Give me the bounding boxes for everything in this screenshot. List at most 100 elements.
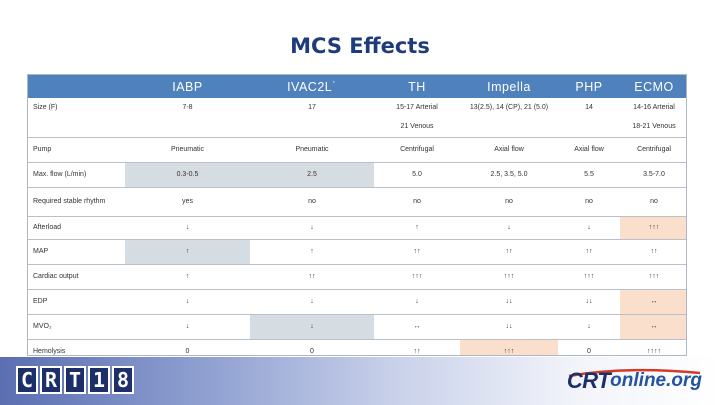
- table-cell: 7-8: [182, 103, 193, 111]
- table-row: Hemolysis 0 0 ↑↑ ↑↑↑ 0 ↑↑↑↑: [28, 339, 686, 355]
- table-cell: ↔: [620, 289, 686, 315]
- row-label: Afterload: [28, 216, 125, 240]
- mcs-effects-table: IABP IVAC2L˙ TH Impella PHP ECMO Size (F…: [27, 74, 687, 356]
- table-cell: no: [250, 187, 374, 217]
- table-cell: 0: [587, 347, 591, 355]
- table-cell: [460, 118, 558, 138]
- table-cell: Centrifugal: [620, 137, 686, 163]
- table-cell: 5.0: [374, 162, 460, 188]
- table-cell: 2.5, 3.5, 5.0: [460, 162, 558, 188]
- logo-letter: R: [40, 366, 62, 394]
- row-label: Cardiac output: [28, 264, 125, 290]
- crtonline-logo-main: CRT: [566, 368, 611, 393]
- header-th: TH: [374, 75, 460, 98]
- table-cell: [558, 118, 620, 138]
- table-cell: ↓: [460, 216, 558, 240]
- table-cell: no: [374, 187, 460, 217]
- table-cell: [125, 118, 250, 138]
- table-cell: 17: [308, 103, 316, 111]
- logo-letter: T: [64, 366, 86, 394]
- header-impella: Impella: [460, 75, 558, 98]
- crtonline-logo-rest: online.org: [610, 370, 702, 391]
- table-cell: ↑↑: [250, 264, 374, 290]
- table-row: EDP ↓ ↓ ↓ ↓↓ ↓↓ ↔: [28, 289, 686, 315]
- crtonline-logo: CRT online.org: [567, 366, 702, 396]
- table-cell: 0: [310, 347, 314, 355]
- table-cell: ↓: [250, 314, 374, 340]
- logo-letter: 1: [88, 366, 110, 394]
- row-label: Required stable rhythm: [28, 187, 125, 217]
- crt18-logo: C R T 1 8: [16, 366, 136, 396]
- table-row: 21 Venous 18-21 Venous: [28, 118, 686, 138]
- table-cell: ↑↑↑: [460, 264, 558, 290]
- table-cell: 0.3-0.5: [125, 162, 250, 188]
- slide-title: MCS Effects: [290, 34, 430, 58]
- table-cell: 18-21 Venous: [620, 118, 686, 138]
- table-cell: ↓: [125, 216, 250, 240]
- row-label: MVO₂: [28, 314, 125, 340]
- logo-letter: 8: [112, 366, 134, 394]
- table-cell: Centrifugal: [374, 137, 460, 163]
- header-ecmo: ECMO: [620, 75, 686, 98]
- table-cell: Pneumatic: [250, 137, 374, 163]
- table-cell: ↑↑↑: [460, 339, 558, 355]
- table-cell: no: [620, 187, 686, 217]
- header-php: PHP: [558, 75, 620, 98]
- table-row: MVO₂ ↓ ↓ ↔ ↓↓ ↓ ↔: [28, 314, 686, 340]
- table-cell: ↔: [374, 314, 460, 340]
- table-row: Cardiac output ↑ ↑↑ ↑↑↑ ↑↑↑ ↑↑↑ ↑↑↑: [28, 264, 686, 290]
- table-cell: ↑↑↑: [374, 264, 460, 290]
- table-cell: ↑↑↑: [558, 264, 620, 290]
- table-cell: 0: [185, 347, 190, 355]
- table-cell: ↑↑↑: [620, 264, 686, 290]
- table-cell: ↑: [374, 216, 460, 240]
- footer-banner: C R T 1 8 CRT online.org: [0, 357, 720, 405]
- table-cell: 2.5: [250, 162, 374, 188]
- table-cell: 13(2.5), 14 (CP), 21 (5.0): [469, 103, 549, 111]
- table-row: Pump Pneumatic Pneumatic Centrifugal Axi…: [28, 137, 686, 163]
- table-cell: 15-17 Arterial: [396, 103, 438, 111]
- table-cell: ↓: [125, 289, 250, 315]
- table-cell: ↓↓: [558, 289, 620, 315]
- table-cell: ↑: [125, 239, 250, 265]
- table-cell: ↑: [125, 264, 250, 290]
- table-header-row: IABP IVAC2L˙ TH Impella PHP ECMO: [28, 75, 686, 98]
- header-iabp: IABP: [125, 75, 250, 98]
- logo-letter: C: [16, 366, 38, 394]
- table-cell: ↑↑↑: [620, 216, 686, 240]
- table-cell: ↑↑: [413, 347, 421, 355]
- header-ivac2l: IVAC2L˙: [250, 75, 374, 98]
- table-cell: Pneumatic: [125, 137, 250, 163]
- table-cell: yes: [125, 187, 250, 217]
- table-row: Required stable rhythm yes no no no no n…: [28, 187, 686, 217]
- table-cell: 3.5-7.0: [620, 162, 686, 188]
- table-row: Size (F) 7-8 17 15-17 Arterial 13(2.5), …: [28, 98, 686, 118]
- table-cell: ↓: [374, 289, 460, 315]
- table-cell: Axial flow: [558, 137, 620, 163]
- table-cell: ↓↓: [460, 289, 558, 315]
- table-cell: ↑↑↑↑: [647, 347, 661, 355]
- table-cell: 5.5: [558, 162, 620, 188]
- row-label: MAP: [28, 239, 125, 265]
- table-cell: ↓↓: [460, 314, 558, 340]
- row-label: Hemolysis: [33, 347, 66, 355]
- table-cell: [250, 118, 374, 138]
- row-label: Max. flow (L/min): [28, 162, 125, 188]
- table-cell: 14: [585, 103, 593, 111]
- table-cell: 14-16 Arterial: [633, 103, 675, 111]
- table-cell: ↔: [620, 314, 686, 340]
- swoosh-icon: [568, 368, 701, 378]
- table-cell: ↓: [250, 216, 374, 240]
- table-cell: ↑↑: [620, 239, 686, 265]
- table-cell: ↑↑: [374, 239, 460, 265]
- row-label: EDP: [28, 289, 125, 315]
- row-label: [28, 118, 125, 138]
- table-cell: ↓: [250, 289, 374, 315]
- row-label: Pump: [28, 137, 125, 163]
- table-row: Max. flow (L/min) 0.3-0.5 2.5 5.0 2.5, 3…: [28, 162, 686, 188]
- row-label: Size (F): [33, 103, 58, 111]
- header-empty: [28, 75, 125, 98]
- table-row: MAP ↑ ↑ ↑↑ ↑↑ ↑↑ ↑↑: [28, 239, 686, 265]
- table-cell: 21 Venous: [374, 118, 460, 138]
- table-cell: no: [460, 187, 558, 217]
